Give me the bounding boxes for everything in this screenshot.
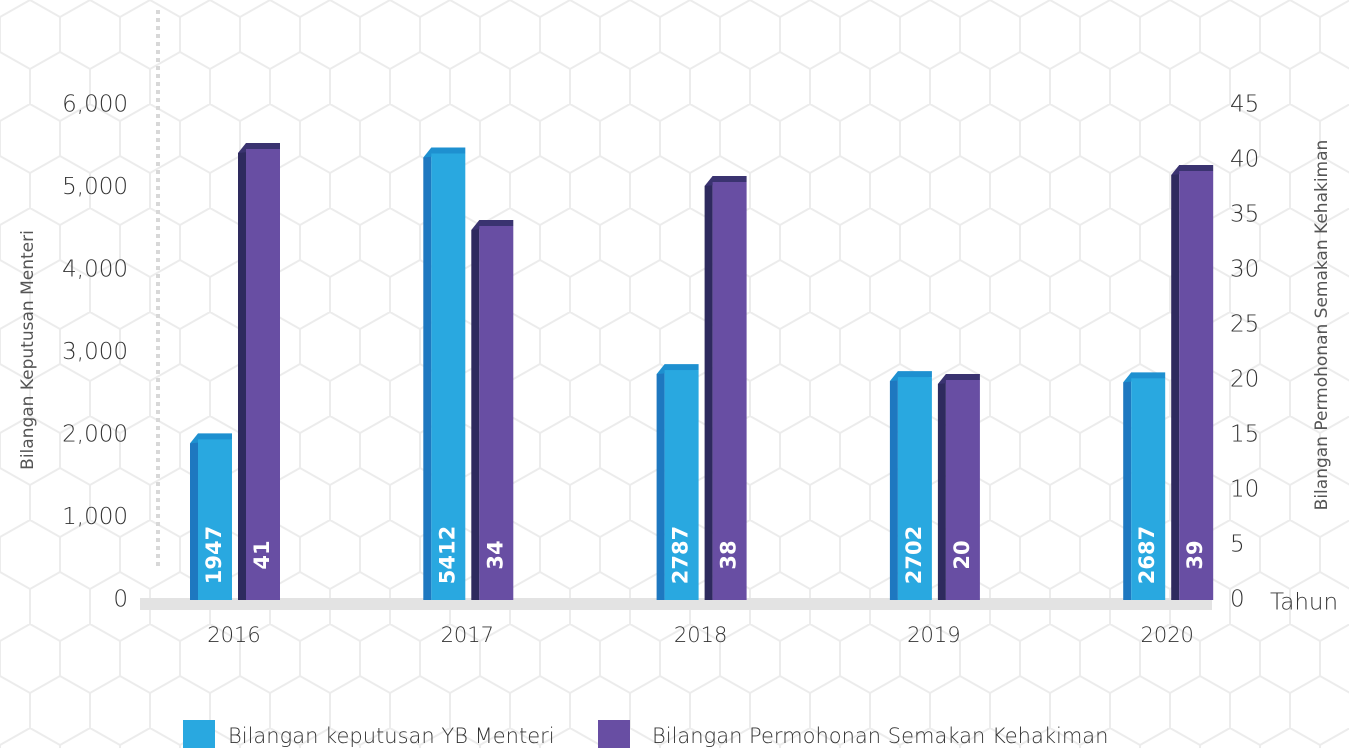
y-tick-label: 6,000 bbox=[62, 92, 128, 118]
bar-side bbox=[471, 226, 480, 600]
y-tick-label: 5,000 bbox=[62, 174, 128, 200]
bar bbox=[897, 377, 932, 600]
y2-tick-label: 25 bbox=[1230, 312, 1259, 338]
bar bbox=[1179, 171, 1214, 600]
y-tick-label: 4,000 bbox=[62, 257, 128, 283]
bar bbox=[664, 370, 699, 600]
bar-side bbox=[937, 380, 946, 600]
y2-tick-label: 45 bbox=[1230, 92, 1259, 118]
x-axis-label: Tahun bbox=[1270, 590, 1338, 616]
y2-axis-label: Bilangan Permohonan Semakan Kehakiman bbox=[1312, 140, 1332, 511]
y-tick-label: 1,000 bbox=[62, 504, 128, 530]
value-label: 39 bbox=[1183, 540, 1207, 569]
x-tick-label: 2020 bbox=[1140, 623, 1193, 647]
value-label: 2687 bbox=[1135, 526, 1159, 584]
value-label: 1947 bbox=[202, 526, 226, 584]
y2-tick-label: 10 bbox=[1230, 477, 1259, 503]
y-axis-label: Bilangan Keputusan Menteri bbox=[18, 230, 38, 470]
bar bbox=[1131, 378, 1166, 600]
x-tick-label: 2017 bbox=[441, 623, 494, 647]
x-tick-label: 2018 bbox=[674, 623, 727, 647]
y-tick-label: 3,000 bbox=[62, 339, 128, 365]
bar-side bbox=[423, 153, 432, 600]
legend-label: Bilangan keputusan YB Menteri bbox=[228, 724, 555, 748]
bar bbox=[479, 226, 514, 600]
value-label: 2787 bbox=[669, 526, 693, 584]
y2-tick-label: 0 bbox=[1230, 587, 1245, 613]
bar bbox=[198, 439, 232, 600]
bar bbox=[945, 380, 980, 600]
bar bbox=[246, 149, 280, 600]
bar-side bbox=[704, 182, 713, 600]
y2-tick-label: 20 bbox=[1230, 367, 1259, 393]
bar-side bbox=[1171, 171, 1180, 600]
x-tick-label: 2016 bbox=[207, 623, 260, 647]
y-tick-label: 2,000 bbox=[62, 422, 128, 448]
bar-side bbox=[190, 439, 198, 600]
y-tick-label: 0 bbox=[113, 587, 128, 613]
y2-tick-label: 5 bbox=[1230, 532, 1245, 558]
x-tick-label: 2019 bbox=[907, 623, 960, 647]
bar-side bbox=[889, 377, 898, 600]
bar bbox=[431, 153, 466, 600]
bar bbox=[712, 182, 747, 600]
value-label: 34 bbox=[483, 540, 507, 569]
bar-side bbox=[238, 149, 246, 600]
bar-side bbox=[1123, 378, 1132, 600]
bar-side bbox=[656, 370, 665, 600]
baseline bbox=[140, 598, 1212, 610]
y2-tick-label: 35 bbox=[1230, 202, 1259, 228]
y2-tick-label: 40 bbox=[1230, 147, 1259, 173]
value-label: 38 bbox=[717, 540, 741, 569]
value-label: 41 bbox=[250, 540, 274, 569]
legend-swatch bbox=[183, 720, 215, 748]
value-label: 20 bbox=[950, 540, 974, 569]
y2-tick-label: 15 bbox=[1230, 422, 1259, 448]
value-label: 2702 bbox=[902, 526, 926, 584]
value-label: 5412 bbox=[435, 526, 459, 584]
legend-label: Bilangan Permohonan Semakan Kehakiman bbox=[652, 724, 1108, 748]
legend-swatch bbox=[598, 720, 630, 748]
y2-tick-label: 30 bbox=[1230, 257, 1259, 283]
